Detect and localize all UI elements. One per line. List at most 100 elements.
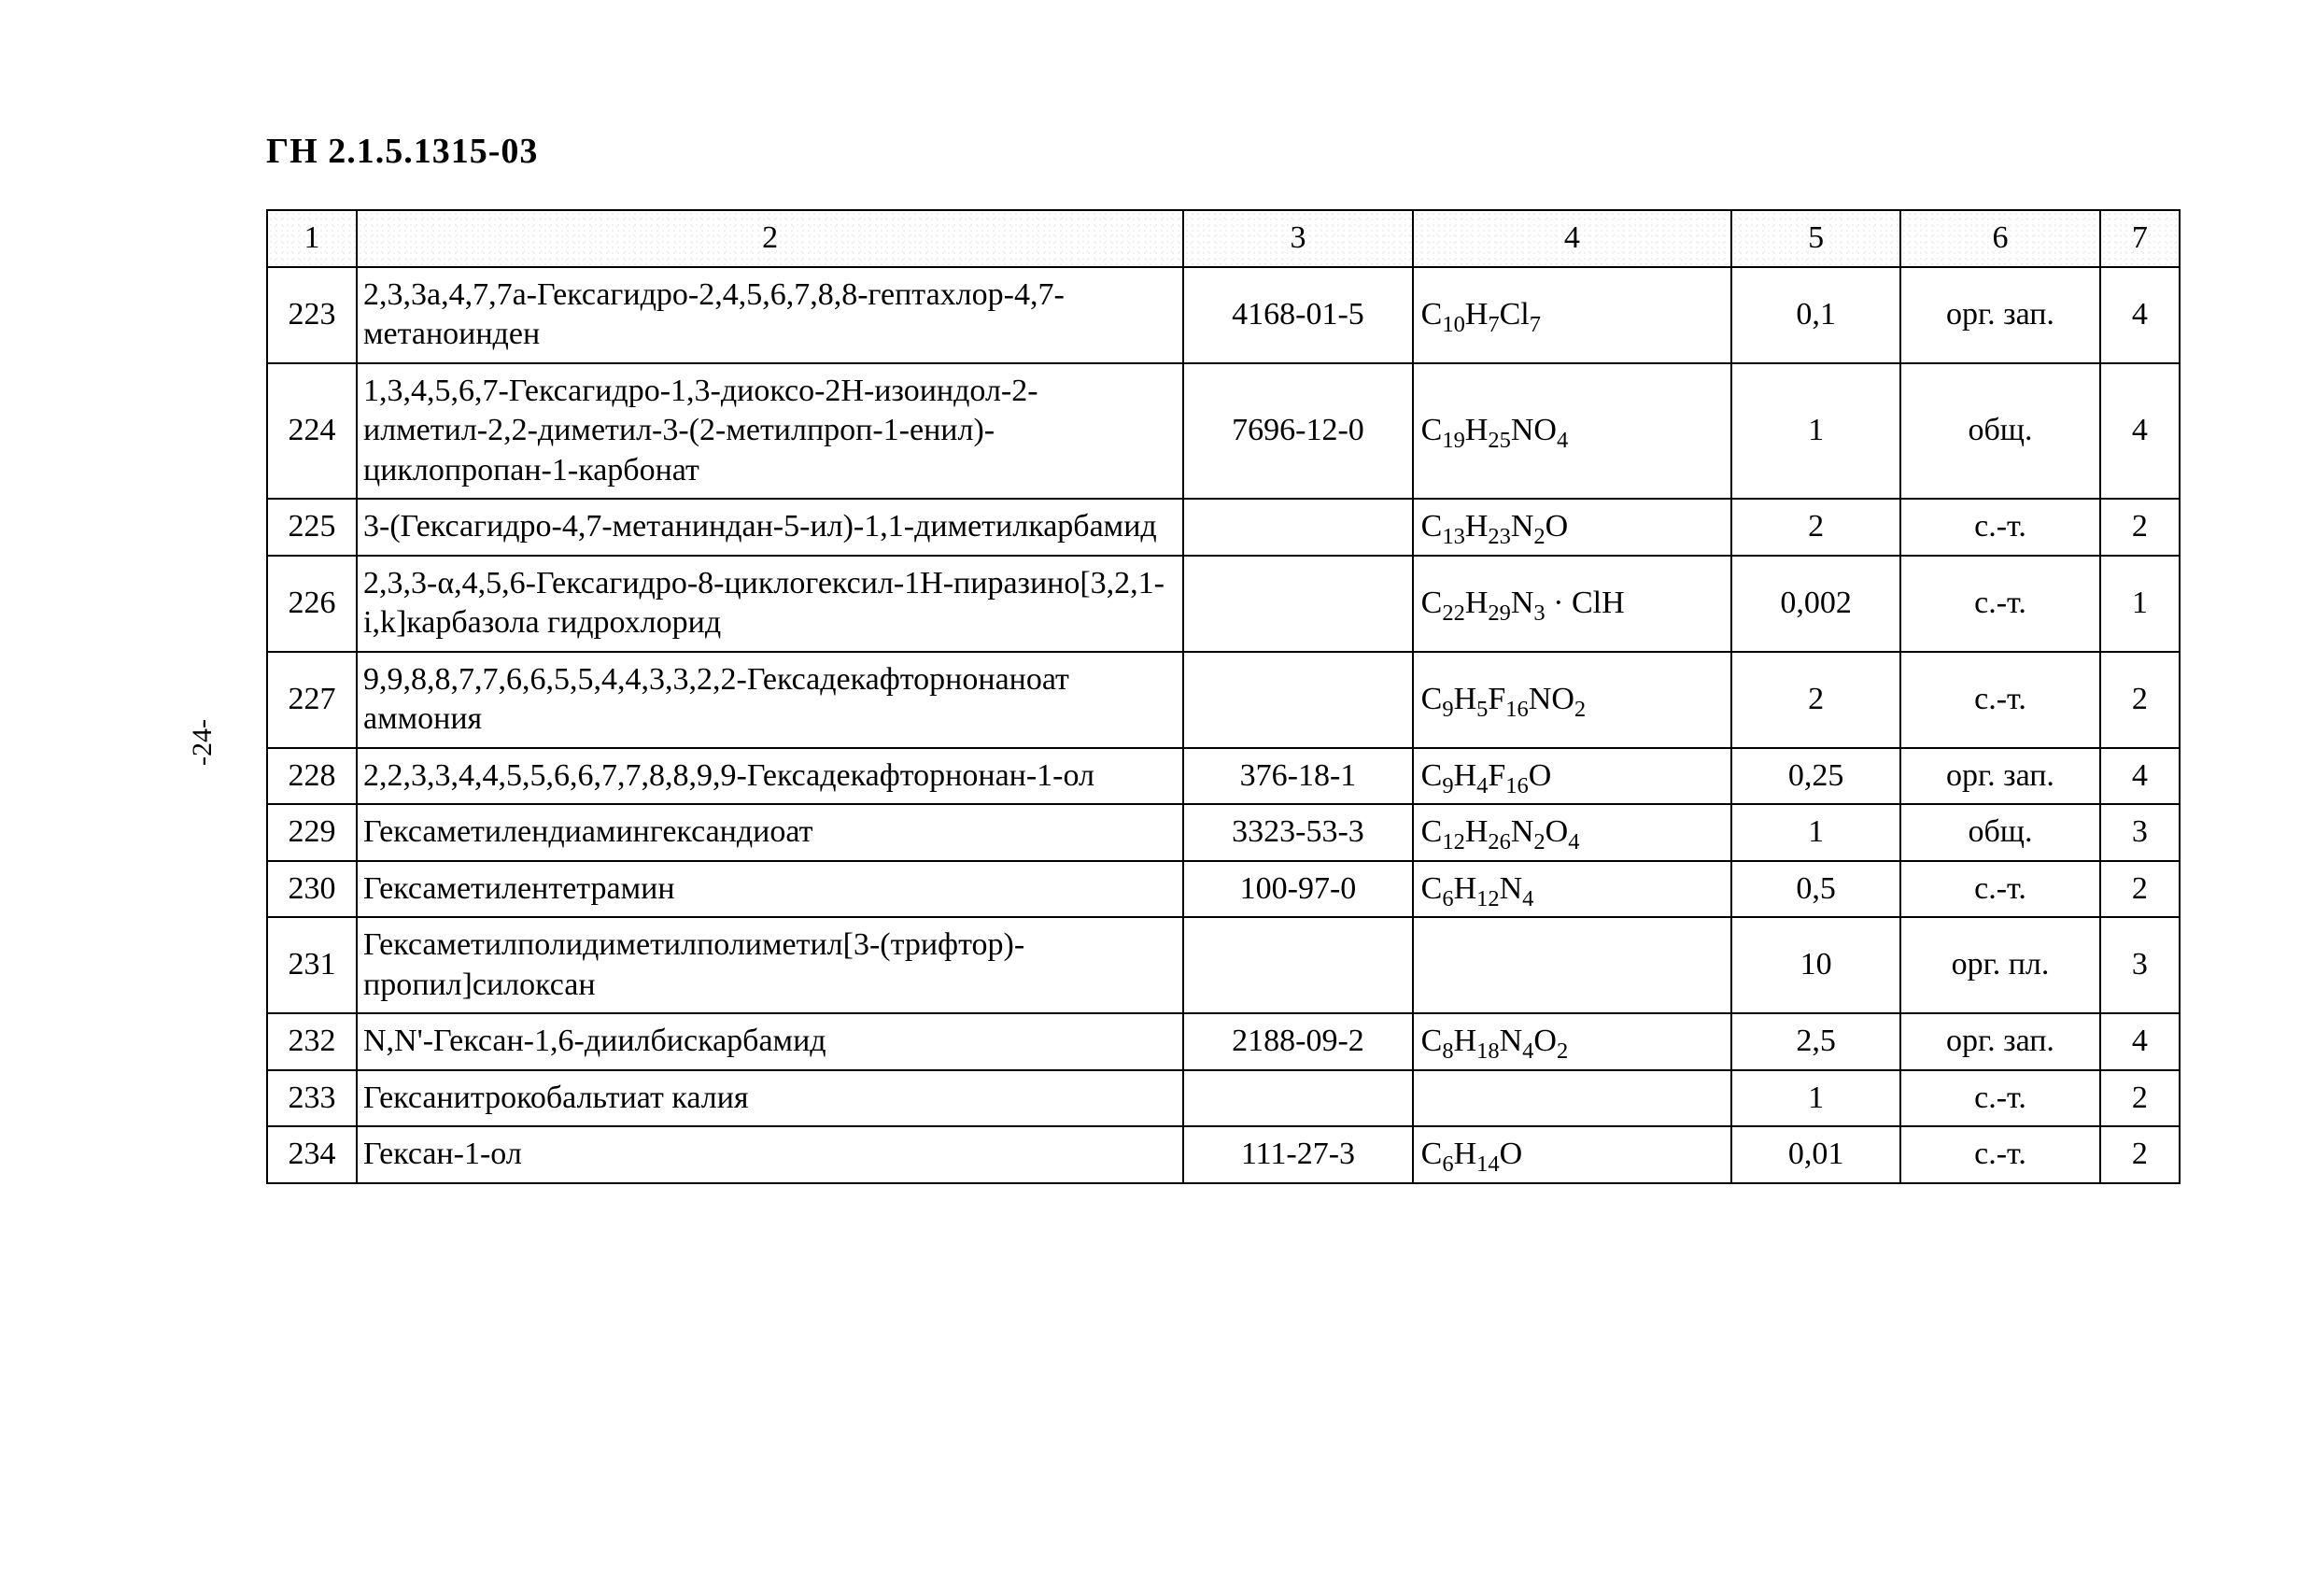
criterion: орг. зап. [1900, 267, 2099, 363]
pdk-value: 2 [1731, 499, 1900, 556]
table-row: 2262,3,3-α,4,5,6-Гексагидро-8-циклогекси… [267, 556, 2180, 652]
hazard-class: 4 [2100, 267, 2180, 363]
pdk-value: 0,1 [1731, 267, 1900, 363]
pdk-value: 0,01 [1731, 1126, 1900, 1183]
row-number: 230 [267, 861, 357, 918]
substance-name: 2,3,3а,4,7,7а-Гексагидро-2,4,5,6,7,8,8-г… [357, 267, 1183, 363]
row-number: 232 [267, 1013, 357, 1070]
pdk-value: 10 [1731, 917, 1900, 1013]
hazard-class: 4 [2100, 1013, 2180, 1070]
row-number: 231 [267, 917, 357, 1013]
side-page-number: -24- [187, 719, 219, 766]
hazard-class: 2 [2100, 1126, 2180, 1183]
hazard-class: 3 [2100, 917, 2180, 1013]
row-number: 228 [267, 748, 357, 805]
hazard-class: 2 [2100, 861, 2180, 918]
table-row: 231Гексаметилполидиметилполиметил[3-(три… [267, 917, 2180, 1013]
col-header-7: 7 [2100, 210, 2180, 267]
hazard-class: 4 [2100, 363, 2180, 500]
pdk-value: 0,5 [1731, 861, 1900, 918]
criterion: с.-т. [1900, 1126, 2099, 1183]
substance-name: Гексан-1-ол [357, 1126, 1183, 1183]
cas-number [1183, 652, 1412, 748]
substance-name: Гексаметилендиамингександиоат [357, 804, 1183, 861]
pdk-value: 2 [1731, 652, 1900, 748]
chemical-formula: C8H18N4O2 [1413, 1013, 1731, 1070]
hazard-class: 2 [2100, 1070, 2180, 1127]
criterion: общ. [1900, 804, 2099, 861]
chemical-formula: C22H29N3 · ClH [1413, 556, 1731, 652]
chemical-formula: C19H25NO4 [1413, 363, 1731, 500]
row-number: 229 [267, 804, 357, 861]
substance-name: 2,2,3,3,4,4,5,5,6,6,7,7,8,8,9,9-Гексадек… [357, 748, 1183, 805]
document-code: ГН 2.1.5.1315-03 [266, 131, 2181, 172]
hazard-class: 4 [2100, 748, 2180, 805]
chemical-formula: C6H12N4 [1413, 861, 1731, 918]
chemical-formula: C6H14O [1413, 1126, 1731, 1183]
hazard-class: 1 [2100, 556, 2180, 652]
criterion: общ. [1900, 363, 2099, 500]
table-row: 2253-(Гексагидро-4,7-метаниндан-5-ил)-1,… [267, 499, 2180, 556]
cas-number [1183, 1070, 1412, 1127]
hazard-class: 3 [2100, 804, 2180, 861]
table-row: 234Гексан-1-ол111-27-3C6H14O0,01с.-т.2 [267, 1126, 2180, 1183]
criterion: орг. зап. [1900, 1013, 2099, 1070]
substance-name: N,N'-Гексан-1,6-диилбискарбамид [357, 1013, 1183, 1070]
pdk-value: 1 [1731, 363, 1900, 500]
col-header-1: 1 [267, 210, 357, 267]
pdk-value: 0,25 [1731, 748, 1900, 805]
substance-name: Гексаметилентетрамин [357, 861, 1183, 918]
page-content: ГН 2.1.5.1315-03 1 2 3 4 5 6 7 2232,3,3а… [266, 131, 2181, 1184]
chemical-formula: C9H5F16NO2 [1413, 652, 1731, 748]
cas-number: 376-18-1 [1183, 748, 1412, 805]
row-number: 225 [267, 499, 357, 556]
chemical-formula: C10H7Cl7 [1413, 267, 1731, 363]
cas-number: 2188-09-2 [1183, 1013, 1412, 1070]
table-row: 230Гексаметилентетрамин100-97-0C6H12N40,… [267, 861, 2180, 918]
row-number: 234 [267, 1126, 357, 1183]
col-header-2: 2 [357, 210, 1183, 267]
substance-name: 2,3,3-α,4,5,6-Гексагидро-8-циклогексил-1… [357, 556, 1183, 652]
row-number: 226 [267, 556, 357, 652]
cas-number: 7696-12-0 [1183, 363, 1412, 500]
cas-number [1183, 917, 1412, 1013]
pdk-value: 1 [1731, 1070, 1900, 1127]
chemical-formula: C9H4F16O [1413, 748, 1731, 805]
cas-number [1183, 556, 1412, 652]
substance-name: Гексанитрокобальтиат калия [357, 1070, 1183, 1127]
substance-name: 9,9,8,8,7,7,6,6,5,5,4,4,3,3,2,2-Гексадек… [357, 652, 1183, 748]
row-number: 224 [267, 363, 357, 500]
col-header-6: 6 [1900, 210, 2099, 267]
chemical-formula [1413, 1070, 1731, 1127]
row-number: 227 [267, 652, 357, 748]
table-row: 233Гексанитрокобальтиат калия1с.-т.2 [267, 1070, 2180, 1127]
hazard-class: 2 [2100, 499, 2180, 556]
cas-number: 3323-53-3 [1183, 804, 1412, 861]
pdk-value: 0,002 [1731, 556, 1900, 652]
table-row: 2282,2,3,3,4,4,5,5,6,6,7,7,8,8,9,9-Гекса… [267, 748, 2180, 805]
pdk-value: 2,5 [1731, 1013, 1900, 1070]
criterion: с.-т. [1900, 652, 2099, 748]
criterion: с.-т. [1900, 1070, 2099, 1127]
criterion: орг. зап. [1900, 748, 2099, 805]
col-header-4: 4 [1413, 210, 1731, 267]
criterion: с.-т. [1900, 499, 2099, 556]
row-number: 223 [267, 267, 357, 363]
cas-number [1183, 499, 1412, 556]
substance-name: 3-(Гексагидро-4,7-метаниндан-5-ил)-1,1-д… [357, 499, 1183, 556]
substance-name: Гексаметилполидиметилполиметил[3-(трифто… [357, 917, 1183, 1013]
chemical-formula: C13H23N2O [1413, 499, 1731, 556]
pdk-value: 1 [1731, 804, 1900, 861]
table-row: 2241,3,4,5,6,7-Гексагидро-1,3-диоксо-2Н-… [267, 363, 2180, 500]
criterion: с.-т. [1900, 556, 2099, 652]
cas-number: 111-27-3 [1183, 1126, 1412, 1183]
cas-number: 100-97-0 [1183, 861, 1412, 918]
table-row: 2232,3,3а,4,7,7а-Гексагидро-2,4,5,6,7,8,… [267, 267, 2180, 363]
substance-name: 1,3,4,5,6,7-Гексагидро-1,3-диоксо-2Н-изо… [357, 363, 1183, 500]
criterion: с.-т. [1900, 861, 2099, 918]
substances-table: 1 2 3 4 5 6 7 2232,3,3а,4,7,7а-Гексагидр… [266, 209, 2181, 1184]
col-header-5: 5 [1731, 210, 1900, 267]
table-header-row: 1 2 3 4 5 6 7 [267, 210, 2180, 267]
hazard-class: 2 [2100, 652, 2180, 748]
table-row: 232N,N'-Гексан-1,6-диилбискарбамид2188-0… [267, 1013, 2180, 1070]
